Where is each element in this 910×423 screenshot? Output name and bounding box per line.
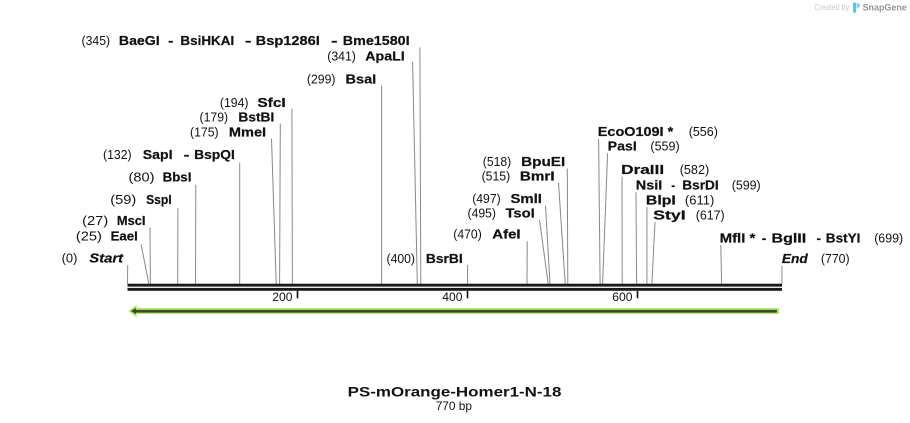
svg-text:BglII: BglII xyxy=(772,230,807,245)
svg-text:MscI: MscI xyxy=(117,213,145,228)
svg-text:(59): (59) xyxy=(110,192,136,207)
svg-text:BlpI: BlpI xyxy=(646,193,676,208)
svg-text:(770): (770) xyxy=(821,251,850,266)
svg-text:(0): (0) xyxy=(62,251,78,266)
svg-text:770 bp: 770 bp xyxy=(436,399,473,413)
svg-text:SspI: SspI xyxy=(146,192,172,207)
svg-text:SapI: SapI xyxy=(143,147,173,162)
svg-text:AfeI: AfeI xyxy=(492,227,520,242)
svg-text:-: - xyxy=(817,230,822,245)
svg-text:(470): (470) xyxy=(453,227,482,242)
svg-text:(617): (617) xyxy=(696,208,725,223)
svg-text:StyI: StyI xyxy=(653,208,686,223)
svg-text:(132): (132) xyxy=(103,147,132,162)
svg-text:BstYI: BstYI xyxy=(826,230,861,245)
svg-text:(299): (299) xyxy=(307,71,336,86)
svg-text:(497): (497) xyxy=(472,191,501,206)
svg-text:BsrDI: BsrDI xyxy=(682,178,718,193)
svg-text:-: - xyxy=(331,33,338,48)
svg-text:Created by: Created by xyxy=(814,3,850,12)
svg-text:SmlI: SmlI xyxy=(511,191,542,206)
svg-text:ApaLI: ApaLI xyxy=(365,48,404,63)
svg-text:(179): (179) xyxy=(200,110,229,125)
svg-text:(194): (194) xyxy=(220,95,249,110)
svg-text:Bsp1286I: Bsp1286I xyxy=(256,33,320,48)
svg-text:-: - xyxy=(168,33,174,48)
svg-text:(515): (515) xyxy=(482,168,511,183)
svg-text:BstBI: BstBI xyxy=(238,110,274,125)
svg-text:(400): (400) xyxy=(387,251,416,266)
svg-text:(559): (559) xyxy=(650,139,679,154)
svg-text:TsoI: TsoI xyxy=(506,205,535,220)
svg-text:DraIII: DraIII xyxy=(621,162,664,177)
svg-text:(582): (582) xyxy=(680,162,710,177)
svg-text:(699): (699) xyxy=(874,230,903,245)
svg-text:-: - xyxy=(671,178,675,193)
svg-text:400: 400 xyxy=(442,290,463,304)
svg-text:PasI: PasI xyxy=(608,139,637,154)
svg-text:(556): (556) xyxy=(689,124,718,139)
svg-text:200: 200 xyxy=(272,290,293,304)
svg-text:-: - xyxy=(762,230,767,245)
svg-text:(611): (611) xyxy=(685,193,714,208)
svg-text:(341): (341) xyxy=(327,48,356,63)
svg-text:BspQI: BspQI xyxy=(194,147,235,162)
svg-text:Start: Start xyxy=(89,251,123,266)
svg-text:600: 600 xyxy=(612,290,633,304)
svg-text:BsiHKAI: BsiHKAI xyxy=(180,33,234,48)
svg-text:SnapGene: SnapGene xyxy=(863,2,907,13)
svg-text:MmeI: MmeI xyxy=(229,125,266,140)
svg-text:(175): (175) xyxy=(190,125,219,140)
svg-text:EcoO109I *: EcoO109I * xyxy=(598,124,674,139)
svg-text:-: - xyxy=(245,33,252,48)
svg-text:Bme1580I: Bme1580I xyxy=(343,33,410,48)
svg-text:(518): (518) xyxy=(483,154,511,169)
svg-text:-: - xyxy=(184,147,190,162)
svg-text:End: End xyxy=(782,251,809,266)
svg-text:SfcI: SfcI xyxy=(257,95,285,110)
svg-text:BaeGI: BaeGI xyxy=(119,33,160,48)
svg-text:BmrI: BmrI xyxy=(520,168,555,183)
svg-text:NsiI: NsiI xyxy=(636,178,663,193)
svg-text:BpuEI: BpuEI xyxy=(521,154,565,169)
svg-text:PS-mOrange-Homer1-N-18: PS-mOrange-Homer1-N-18 xyxy=(348,383,562,399)
svg-text:BbsI: BbsI xyxy=(163,169,192,184)
svg-text:(495): (495) xyxy=(468,205,497,220)
svg-text:MflI *: MflI * xyxy=(720,230,757,245)
svg-text:(345): (345) xyxy=(82,33,111,48)
svg-text:(599): (599) xyxy=(732,178,761,193)
svg-text:BsrBI: BsrBI xyxy=(426,251,463,266)
svg-text:EaeI: EaeI xyxy=(111,228,138,243)
svg-text:(25): (25) xyxy=(76,228,102,243)
svg-text:(27): (27) xyxy=(82,213,108,228)
svg-text:BsaI: BsaI xyxy=(346,71,377,86)
svg-text:(80): (80) xyxy=(129,169,155,184)
